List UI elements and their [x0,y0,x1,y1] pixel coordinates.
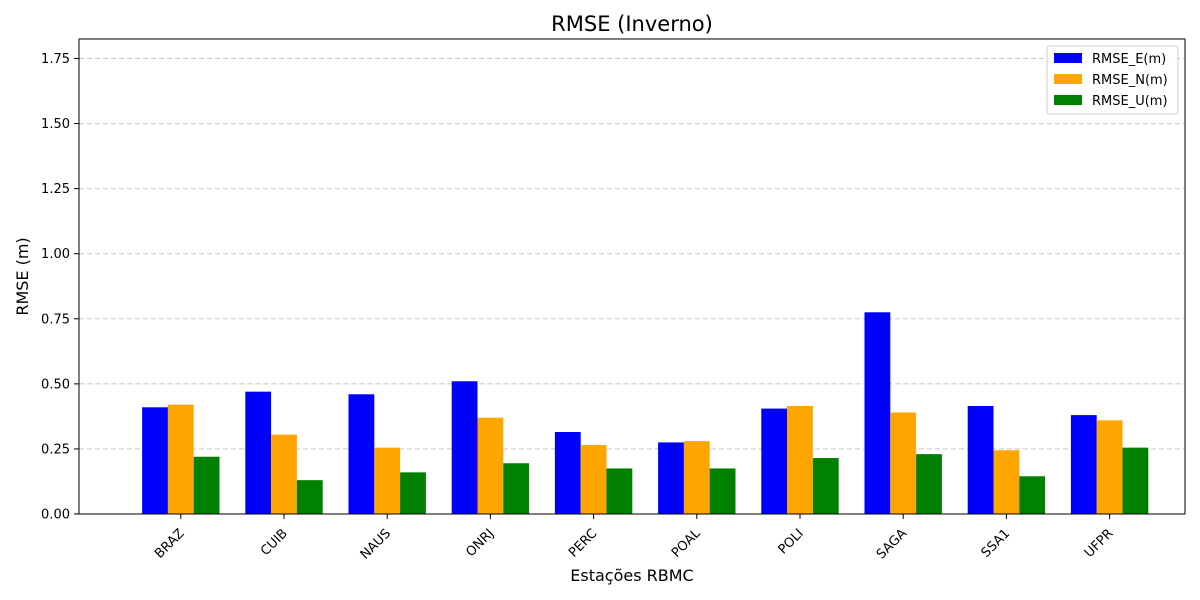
bar-naus-2 [374,447,401,514]
y-tick-label: 1.25 [41,182,70,197]
bar-perc-1 [554,432,581,514]
bar-naus-1 [348,394,375,514]
x-tick-label: SSA1 [979,526,1014,561]
bar-poal-2 [683,441,710,514]
bar-cuib-3 [296,480,323,514]
legend-swatch [1054,53,1082,63]
legend-swatch [1054,74,1082,84]
bar-cuib-2 [271,434,297,514]
x-tick-label: POLI [776,526,807,557]
bar-ssa1-3 [1019,476,1046,514]
bar-ssa1-2 [993,450,1020,514]
bar-braz-1 [142,407,168,514]
x-tick-label: UFPR [1082,526,1117,561]
bar-ufpr-2 [1096,420,1123,514]
x-tick-label: ONRJ [463,526,497,560]
x-tick-label: BRAZ [152,526,188,562]
bar-braz-2 [167,404,194,514]
bar-perc-3 [606,468,633,514]
legend-label: RMSE_N(m) [1092,73,1168,88]
bar-poli-3 [812,458,839,514]
chart-title: RMSE (Inverno) [551,12,713,36]
x-tick-label: NAUS [358,526,394,562]
y-tick-label: 0.00 [41,508,70,523]
y-tick-label: 1.00 [41,247,70,262]
legend: RMSE_E(m) RMSE_N(m) RMSE_U(m) [1046,45,1179,115]
y-tick-label: 0.50 [41,377,70,392]
x-axis: BRAZ CUIB NAUS ONRJ PERC POAL POLI SAGA SSA1 UFPR [152,514,1116,563]
bar-poli-2 [787,405,813,514]
bar-saga-1 [864,312,891,514]
bar-onrj-2 [477,417,504,514]
bars [142,312,1149,514]
bar-saga-2 [890,412,917,514]
legend-label: RMSE_E(m) [1092,52,1166,67]
x-tick-label: CUIB [258,526,291,559]
y-tick-label: 0.25 [41,442,70,457]
legend-swatch [1054,95,1082,105]
y-tick-label: 1.75 [41,52,70,67]
y-tick-label: 1.50 [41,117,70,132]
grid-lines [79,58,1185,450]
y-axis: 0.00 0.25 0.50 0.75 1.00 1.25 1.50 1.75 [41,52,79,523]
bar-braz-3 [193,456,220,514]
bar-onrj-1 [451,381,478,514]
y-tick-label: 0.75 [41,312,70,327]
x-axis-label: Estações RBMC [570,566,693,585]
bar-ssa1-1 [967,405,994,514]
bar-naus-3 [400,472,426,514]
bar-ufpr-3 [1122,447,1149,514]
bar-saga-3 [916,454,942,514]
bar-perc-2 [580,445,607,514]
bar-poli-1 [761,408,788,514]
bar-poal-3 [709,468,736,514]
plot-frame [78,38,1186,515]
x-tick-label: PERC [566,526,600,560]
y-axis-label: RMSE (m) [13,237,32,315]
x-tick-label: SAGA [874,526,910,562]
bar-onrj-3 [503,463,530,514]
legend-label: RMSE_U(m) [1092,94,1168,109]
bar-ufpr-1 [1070,415,1097,514]
bar-cuib-1 [245,391,272,514]
bar-poal-1 [658,442,684,514]
x-tick-label: POAL [669,526,704,561]
